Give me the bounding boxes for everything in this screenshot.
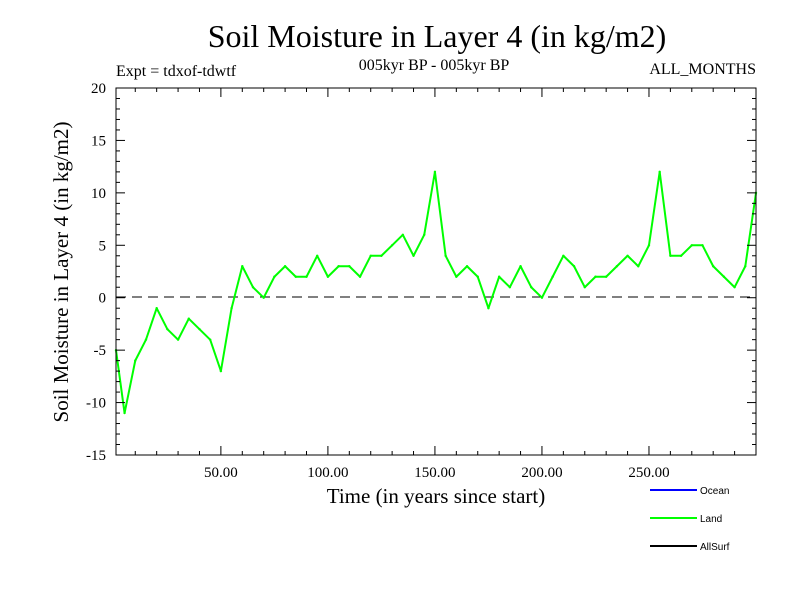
plot-frame (115, 87, 757, 456)
y-axis-label: Soil Moisture in Layer 4 (in kg/m2) (49, 122, 73, 423)
data-point (166, 327, 169, 331)
data-point (423, 233, 426, 236)
period-label: 005kyr BP - 005kyr BP (359, 57, 510, 74)
data-point (208, 338, 212, 341)
data-point (273, 275, 276, 278)
data-point (187, 317, 190, 320)
data-point (326, 275, 330, 278)
data-point (647, 244, 651, 247)
x-tick-label: 50.00 (204, 465, 238, 481)
data-point (358, 275, 362, 278)
data-point (455, 275, 458, 278)
data-point (701, 244, 704, 247)
legend-allsurf-label: AllSurf (700, 542, 730, 553)
data-point (241, 265, 244, 268)
data-point (658, 170, 661, 174)
data-point (722, 275, 726, 278)
data-point (508, 286, 512, 289)
data-point (669, 254, 672, 257)
data-point (744, 265, 747, 268)
x-axis-label: Time (in years since start) (327, 484, 546, 508)
data-point (551, 275, 554, 278)
data-point (572, 265, 576, 268)
data-point (497, 275, 501, 278)
data-point (637, 265, 640, 268)
y-tick-label: -15 (86, 448, 106, 464)
experiment-label: Expt = tdxof-tdwtf (116, 63, 237, 80)
data-point (594, 275, 597, 278)
data-point (380, 254, 383, 257)
data-point (155, 307, 158, 310)
data-point (305, 275, 308, 278)
y-tick-label: 20 (91, 81, 106, 97)
y-tick-label: 5 (99, 238, 107, 254)
data-point (144, 338, 148, 341)
data-point (198, 327, 201, 331)
data-point (540, 296, 544, 299)
data-point (711, 265, 715, 268)
data-point (294, 275, 297, 278)
x-tick-label: 250.00 (628, 465, 669, 481)
data-point (433, 170, 437, 174)
legend: Ocean Land AllSurf (650, 486, 730, 553)
data-point (134, 359, 137, 362)
data-point (530, 286, 533, 289)
x-tick-label: 150.00 (414, 465, 455, 481)
data-point (583, 286, 586, 289)
data-point (604, 275, 608, 278)
data-point (123, 411, 126, 415)
data-point (412, 254, 415, 257)
data-point (348, 265, 351, 268)
y-axis: -15 -10 -5 0 5 10 15 20 (86, 81, 756, 464)
series-line-land (115, 170, 757, 415)
y-tick-label: 10 (91, 186, 106, 202)
chart-title: Soil Moisture in Layer 4 (in kg/m2) (208, 18, 667, 54)
data-point (562, 254, 565, 257)
data-point (251, 286, 255, 289)
months-label: ALL_MONTHS (649, 61, 756, 78)
y-tick-label: 0 (99, 291, 107, 307)
data-point (390, 244, 394, 247)
data-point (519, 265, 522, 268)
x-tick-label: 200.00 (521, 465, 562, 481)
data-point (487, 307, 490, 310)
data-point (369, 254, 372, 257)
legend-land-label: Land (700, 514, 722, 525)
data-point (615, 265, 619, 268)
y-tick-label: -10 (86, 396, 106, 412)
x-tick-label: 100.00 (307, 465, 348, 481)
data-point (401, 233, 405, 236)
data-point (733, 286, 736, 289)
y-tick-label: -5 (94, 343, 107, 359)
y-tick-label: 15 (91, 133, 106, 149)
data-point (476, 275, 479, 278)
data-point (626, 254, 629, 257)
data-point (219, 369, 223, 373)
data-point (283, 265, 287, 268)
data-point (230, 307, 233, 310)
data-point (444, 254, 447, 257)
data-point (337, 265, 340, 268)
legend-ocean-label: Ocean (700, 486, 729, 497)
data-point (465, 265, 469, 268)
data-point (690, 244, 693, 247)
data-point (176, 338, 180, 341)
data-point (316, 254, 319, 257)
x-axis: 50.00 100.00 150.00 200.00 250.00 (134, 88, 736, 481)
data-point (679, 254, 683, 257)
data-point (262, 296, 265, 299)
